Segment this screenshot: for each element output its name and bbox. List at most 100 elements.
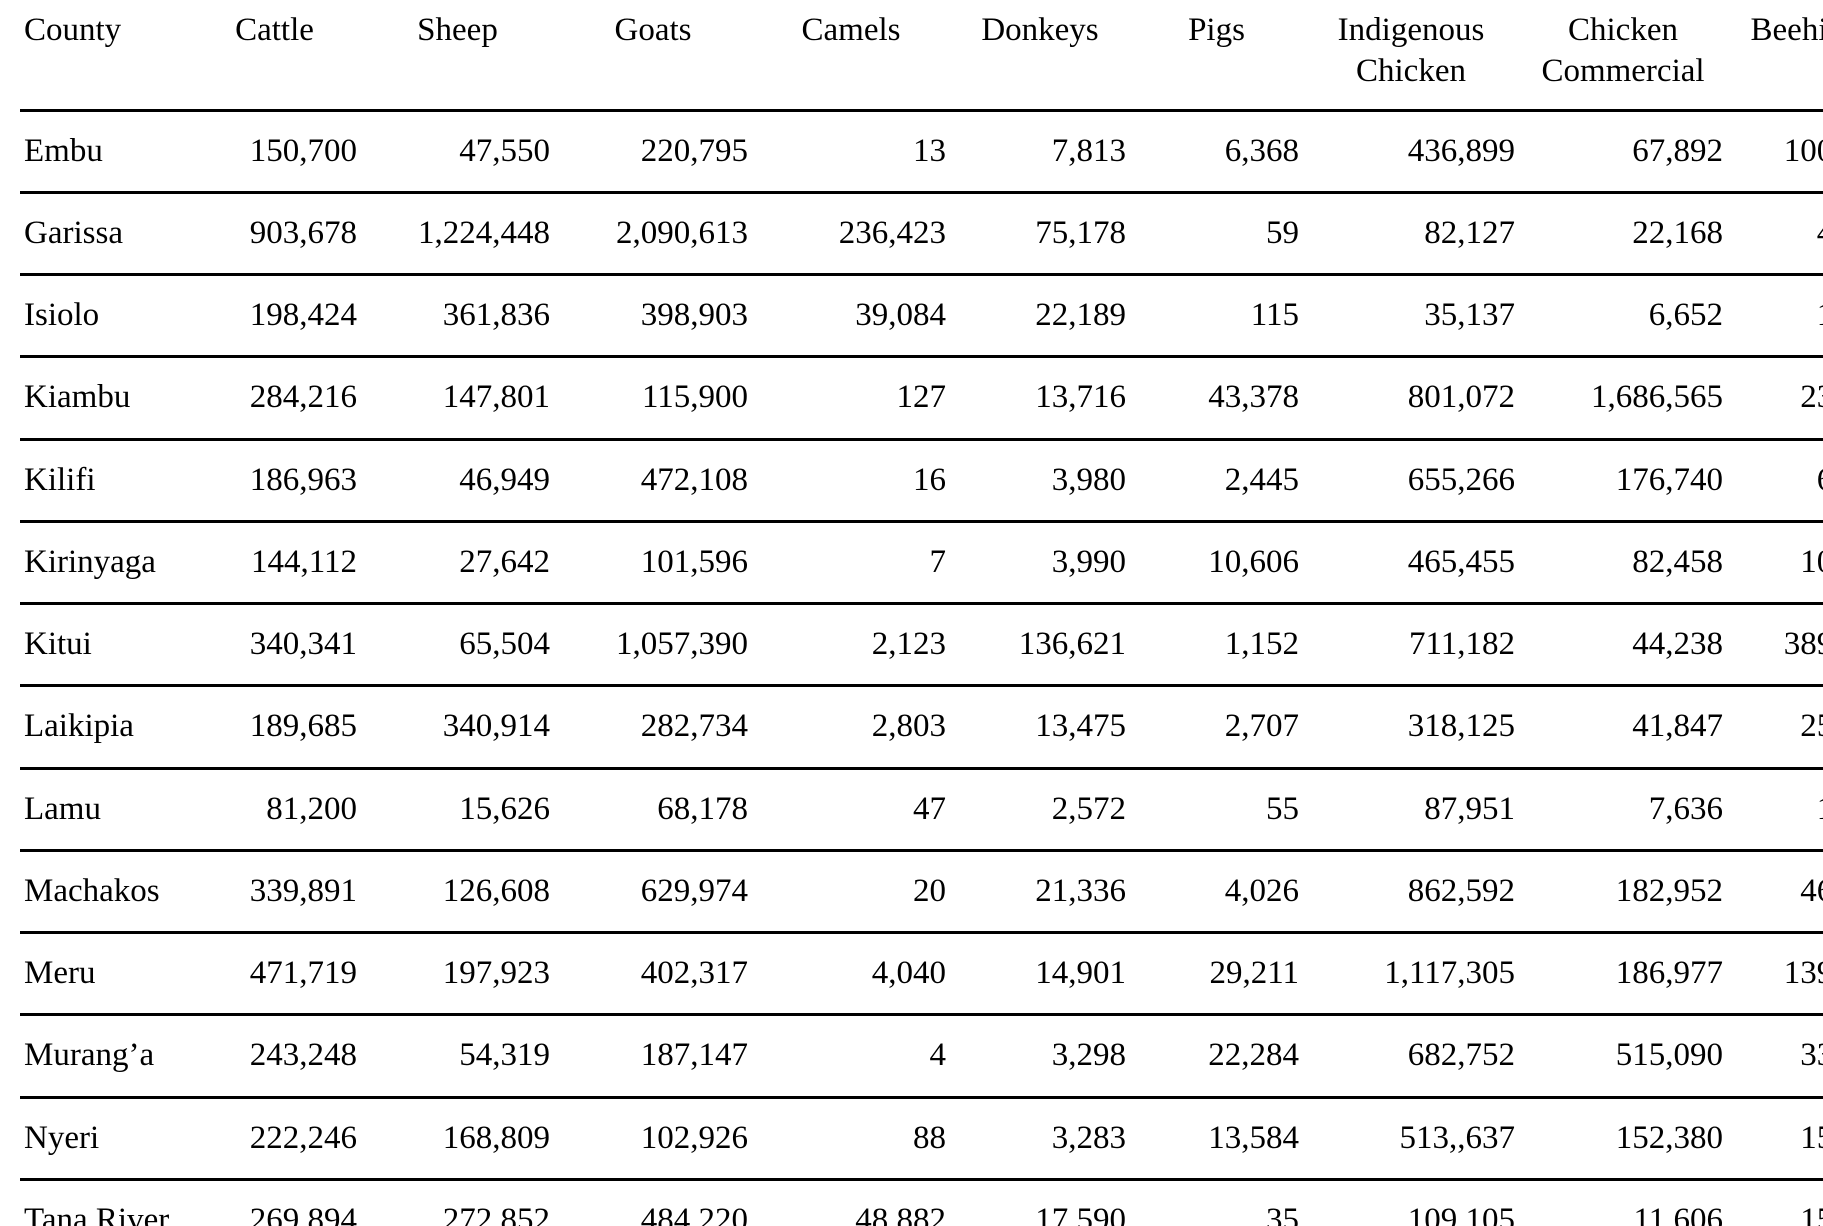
column-header-county: County xyxy=(20,2,188,112)
value-cell: 7,813 xyxy=(950,110,1130,194)
value-cell: 16 xyxy=(752,439,950,523)
value-cell: 109,105 xyxy=(1303,1179,1519,1226)
value-cell: 1,117,305 xyxy=(1303,932,1519,1017)
value-cell: 1,686,565 xyxy=(1519,356,1727,441)
table-row: Meru 471,719 197,923 402,317 4,040 14,901 29,2… xyxy=(20,932,1823,1017)
value-cell: 471,719 xyxy=(188,932,361,1017)
value-cell: 6,368 xyxy=(1130,110,1303,194)
column-header-indigenous-chicken: Indigenous Chicken xyxy=(1303,2,1519,112)
column-header-pigs: Pigs xyxy=(1130,2,1303,112)
value-cell: 23,965 xyxy=(1727,356,1823,441)
value-cell: 236,423 xyxy=(752,192,950,277)
county-cell: Laikipia xyxy=(20,685,188,770)
value-cell: 22,168 xyxy=(1519,192,1727,277)
value-cell: 515,090 xyxy=(1519,1014,1727,1099)
table-row: Laikipia 189,685 340,914 282,734 2,803 13,475… xyxy=(20,685,1823,770)
value-cell: 465,455 xyxy=(1303,521,1519,606)
table-row: Kitui 340,341 65,504 1,057,390 2,123 136,621 1… xyxy=(20,603,1823,688)
value-cell: 318,125 xyxy=(1303,685,1519,770)
value-cell: 82,127 xyxy=(1303,192,1519,277)
value-cell: 39,084 xyxy=(752,274,950,359)
county-cell: Embu xyxy=(20,110,188,194)
value-cell: 197,923 xyxy=(361,932,554,1017)
column-header-chicken-commercial: Chicken Commercial xyxy=(1519,2,1727,112)
county-cell: Garissa xyxy=(20,192,188,277)
value-cell: 7,636 xyxy=(1519,768,1727,852)
county-cell: Meru xyxy=(20,932,188,1017)
value-cell: 629,974 xyxy=(554,850,752,935)
value-cell: 220,795 xyxy=(554,110,752,194)
value-cell: 48,882 xyxy=(752,1179,950,1226)
value-cell: 46,370 xyxy=(1727,850,1823,935)
value-cell: 389,061 xyxy=(1727,603,1823,688)
value-cell: 189,685 xyxy=(188,685,361,770)
value-cell: 186,977 xyxy=(1519,932,1727,1017)
value-cell: 44,238 xyxy=(1519,603,1727,688)
value-cell: 7 xyxy=(752,521,950,606)
value-cell: 21,336 xyxy=(950,850,1130,935)
header-row: County Cattle Sheep Goats Camels Donkeys Pigs I… xyxy=(20,2,1823,112)
value-cell: 75,178 xyxy=(950,192,1130,277)
value-cell: 284,216 xyxy=(188,356,361,441)
value-cell: 513,,637 xyxy=(1303,1097,1519,1181)
county-cell: Machakos xyxy=(20,850,188,935)
value-cell: 54,319 xyxy=(361,1014,554,1099)
value-cell: 152,380 xyxy=(1519,1097,1727,1181)
value-cell: 27,642 xyxy=(361,521,554,606)
value-cell: 15,999 xyxy=(1727,1097,1823,1181)
column-header-beehives: Beehives xyxy=(1727,2,1823,112)
value-cell: 136,621 xyxy=(950,603,1130,688)
value-cell: 198,424 xyxy=(188,274,361,359)
value-cell: 243,248 xyxy=(188,1014,361,1099)
value-cell: 1,444 xyxy=(1727,274,1823,359)
value-cell: 2,803 xyxy=(752,685,950,770)
value-cell: 88 xyxy=(752,1097,950,1181)
value-cell: 2,572 xyxy=(950,768,1130,852)
value-cell: 3,980 xyxy=(950,439,1130,523)
value-cell: 340,914 xyxy=(361,685,554,770)
value-cell: 711,182 xyxy=(1303,603,1519,688)
value-cell: 1,224,448 xyxy=(361,192,554,277)
value-cell: 13,584 xyxy=(1130,1097,1303,1181)
value-cell: 14,901 xyxy=(950,932,1130,1017)
value-cell: 222,246 xyxy=(188,1097,361,1181)
column-header-sheep: Sheep xyxy=(361,2,554,112)
value-cell: 862,592 xyxy=(1303,850,1519,935)
value-cell: 67,892 xyxy=(1519,110,1727,194)
value-cell: 361,836 xyxy=(361,274,554,359)
value-cell: 340,341 xyxy=(188,603,361,688)
table-row: Murang’a 243,248 54,319 187,147 4 3,298 22,284… xyxy=(20,1014,1823,1099)
value-cell: 150,700 xyxy=(188,110,361,194)
value-cell: 35 xyxy=(1130,1179,1303,1226)
value-cell: 2,123 xyxy=(752,603,950,688)
value-cell: 13 xyxy=(752,110,950,194)
value-cell: 82,458 xyxy=(1519,521,1727,606)
value-cell: 2,090,613 xyxy=(554,192,752,277)
value-cell: 68,178 xyxy=(554,768,752,852)
county-cell: Nyeri xyxy=(20,1097,188,1181)
county-cell: Kiambu xyxy=(20,356,188,441)
column-header-donkeys: Donkeys xyxy=(950,2,1130,112)
value-cell: 115 xyxy=(1130,274,1303,359)
value-cell: 102,926 xyxy=(554,1097,752,1181)
value-cell: 4 xyxy=(752,1014,950,1099)
value-cell: 3,283 xyxy=(950,1097,1130,1181)
value-cell: 3,990 xyxy=(950,521,1130,606)
table-row: Lamu 81,200 15,626 68,178 47 2,572 55 87,951 7,6… xyxy=(20,768,1823,852)
county-cell: Lamu xyxy=(20,768,188,852)
value-cell: 186,963 xyxy=(188,439,361,523)
county-cell: Kirinyaga xyxy=(20,521,188,606)
value-cell: 101,596 xyxy=(554,521,752,606)
value-cell: 15,626 xyxy=(361,768,554,852)
column-header-goats: Goats xyxy=(554,2,752,112)
value-cell: 2,445 xyxy=(1130,439,1303,523)
value-cell: 46,949 xyxy=(361,439,554,523)
value-cell: 10,606 xyxy=(1130,521,1303,606)
county-cell: Tana River xyxy=(20,1179,188,1226)
value-cell: 144,112 xyxy=(188,521,361,606)
table-row: Kiambu 284,216 147,801 115,900 127 13,716 43,3… xyxy=(20,356,1823,441)
value-cell: 22,284 xyxy=(1130,1014,1303,1099)
value-cell: 29,211 xyxy=(1130,932,1303,1017)
value-cell: 801,072 xyxy=(1303,356,1519,441)
column-header-cattle: Cattle xyxy=(188,2,361,112)
